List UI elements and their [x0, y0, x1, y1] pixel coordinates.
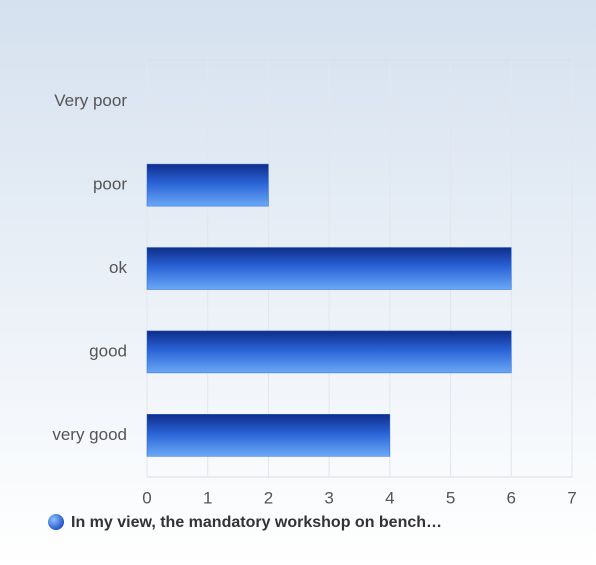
legend-label: In my view, the mandatory workshop on be…	[71, 514, 442, 531]
legend-marker	[48, 514, 64, 530]
y-tick-label: Very poor	[54, 91, 127, 110]
x-tick-label: 3	[324, 488, 333, 507]
y-tick-label: poor	[93, 175, 127, 194]
y-tick-label: ok	[109, 258, 127, 277]
bar	[146, 330, 512, 374]
x-tick-label: 4	[385, 488, 394, 507]
x-tick-label: 7	[567, 488, 576, 507]
bar	[146, 414, 391, 457]
y-tick-label: very good	[52, 425, 127, 444]
x-tick-label: 5	[446, 488, 455, 507]
y-tick-label: good	[89, 341, 127, 360]
bar	[146, 163, 269, 207]
bar	[146, 247, 512, 290]
x-tick-label: 2	[264, 488, 273, 507]
x-tick-label: 1	[203, 488, 212, 507]
x-tick-label: 6	[507, 488, 516, 507]
x-tick-label: 0	[142, 488, 151, 507]
